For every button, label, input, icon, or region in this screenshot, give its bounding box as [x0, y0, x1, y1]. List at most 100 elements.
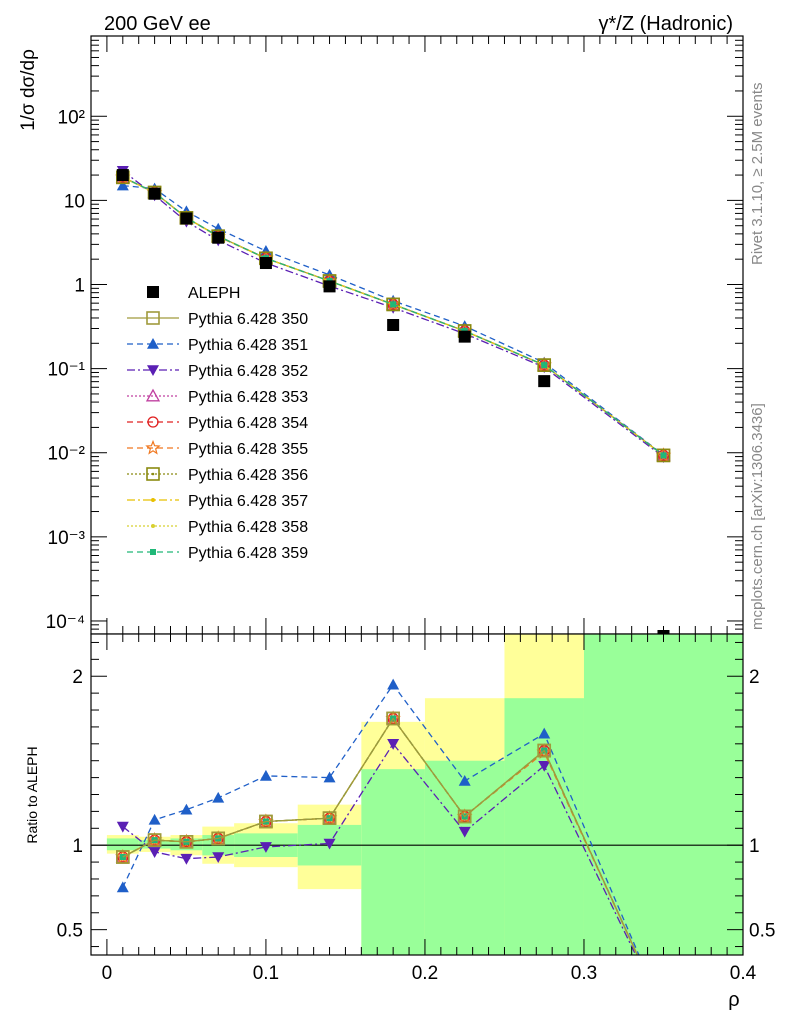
- legend-marker: [150, 549, 156, 555]
- legend-marker: [146, 311, 160, 325]
- legend-label: Pythia 6.428 353: [188, 389, 308, 406]
- data-point-0-4: [259, 257, 272, 270]
- uncertainty-band-inner-8: [504, 698, 584, 955]
- ratio-point-0-7: [457, 809, 472, 824]
- data-point-2-0: [116, 179, 129, 191]
- ratio-point-1-0: [116, 881, 129, 893]
- legend-entry-9: Pythia 6.428 358: [127, 519, 308, 536]
- uncertainty-band-inner-6: [361, 769, 425, 955]
- data-point-0-5: [323, 280, 336, 293]
- ratio-point-0-0: [116, 850, 130, 864]
- main-y-tick-label: 10⁻²: [48, 444, 86, 465]
- ratio-y-tick-label-right: 1: [749, 836, 760, 857]
- ratio-point-1-1: [148, 813, 161, 825]
- x-tick-label: 0.3: [571, 963, 597, 984]
- data-point-10-9: [660, 452, 667, 459]
- ratio-point-2-4: [259, 842, 272, 853]
- rivet-version: Rivet 3.1.10, ≥ 2.5M events: [749, 83, 766, 266]
- main-y-axis-label: 1/σ dσ/dρ: [18, 49, 39, 131]
- legend: ALEPH Pythia 6.428 350 Pythia 6.428 351 Pyt…: [127, 285, 308, 562]
- ratio-point-1-3: [212, 791, 225, 803]
- ratio-point-2-2: [180, 853, 193, 865]
- x-tick-label: 0.2: [412, 963, 438, 984]
- ratio-point-0-5: [322, 811, 337, 825]
- ratio-point-0-8: [537, 743, 552, 758]
- ratio-y-tick-label: 2: [72, 667, 83, 688]
- x-tick-label: 0: [102, 963, 113, 984]
- main-y-tick-label: 10⁻¹: [48, 360, 86, 381]
- data-point-10-6: [390, 301, 397, 308]
- legend-entry-0: ALEPH: [147, 285, 240, 302]
- main-y-tick-label: 10²: [58, 107, 85, 128]
- ratio-point-1-7: [458, 774, 471, 786]
- ratio-point-2-0: [116, 821, 129, 833]
- data-point-0-7: [458, 330, 471, 343]
- legend-label: Pythia 6.428 359: [188, 545, 308, 562]
- ratio-y-axis-label: Ratio to ALEPH: [24, 746, 40, 843]
- legend-label: Pythia 6.428 354: [188, 415, 308, 432]
- ratio-point-0-3: [211, 831, 226, 846]
- data-point-0-6: [387, 319, 400, 332]
- series-line-3: [122, 170, 664, 458]
- ratio-point-2-6: [387, 739, 400, 750]
- ratio-point-0-4: [259, 814, 273, 829]
- legend-label: Pythia 6.428 352: [188, 363, 308, 380]
- ratio-point-0-6: [386, 711, 400, 726]
- legend-entry-7: Pythia 6.428 356: [127, 467, 308, 484]
- legend-marker: [145, 439, 161, 455]
- legend-marker: [151, 498, 155, 502]
- ratio-y-tick-label-right: 0.5: [749, 921, 775, 942]
- header-right: γ*/Z (Hadronic): [599, 13, 733, 35]
- main-y-tick-label: 10⁻⁴: [46, 612, 85, 633]
- ratio-point-2-7: [458, 826, 471, 838]
- legend-marker: [147, 286, 159, 298]
- main-plot-area: [91, 36, 743, 634]
- legend-marker: [147, 338, 159, 349]
- series-line-2: [122, 184, 664, 456]
- data-point-10-8: [541, 362, 548, 369]
- main-y-tick-label: 10: [64, 191, 85, 212]
- legend-label: Pythia 6.428 350: [188, 311, 308, 328]
- series-line-10: [122, 176, 664, 456]
- data-point-0-0: [116, 169, 129, 182]
- legend-entry-2: Pythia 6.428 351: [127, 337, 308, 354]
- ratio-series-line-1: [122, 683, 640, 955]
- ratio-point-2-8: [538, 760, 551, 772]
- legend-entry-4: Pythia 6.428 353: [127, 388, 308, 406]
- ratio-point-0-2: [179, 835, 194, 849]
- ratio-y-tick-label: 1: [72, 836, 83, 857]
- data-point-0-8: [538, 375, 551, 388]
- legend-marker: [147, 416, 159, 428]
- legend-entry-8: Pythia 6.428 357: [127, 493, 308, 510]
- legend-entry-1: Pythia 6.428 350: [127, 311, 308, 328]
- legend-label: Pythia 6.428 358: [188, 519, 308, 536]
- x-tick-label: 0.4: [730, 963, 757, 984]
- legend-marker: [151, 524, 155, 528]
- ratio-point-1-2: [180, 803, 193, 815]
- main-y-tick-label: 1: [74, 276, 85, 297]
- header-left: 200 GeV ee: [104, 13, 211, 35]
- ratio-point-5-8: [536, 744, 552, 759]
- ratio-point-1-5: [323, 771, 336, 783]
- x-tick-label: 0.1: [253, 963, 279, 984]
- legend-entry-3: Pythia 6.428 352: [127, 363, 308, 380]
- legend-label: ALEPH: [188, 285, 240, 302]
- uncertainty-band-inner-7: [424, 760, 505, 955]
- ratio-point-2-3: [212, 852, 225, 864]
- legend-label: Pythia 6.428 356: [188, 467, 308, 484]
- legend-entry-5: Pythia 6.428 354: [127, 415, 308, 432]
- ratio-series-line-2: [122, 742, 637, 955]
- ratio-point-2-5: [323, 838, 336, 850]
- ratio-point-1-8: [538, 727, 551, 739]
- ratio-data: [115, 678, 640, 955]
- legend-entry-6: Pythia 6.428 355: [127, 439, 308, 458]
- ratio-point-0-1: [147, 833, 162, 847]
- x-axis-label: ρ: [728, 989, 739, 1011]
- ratio-series-line-0: [122, 717, 639, 955]
- mcplots-reference: mcplots.cern.ch [arXiv:1306.3436]: [749, 403, 766, 630]
- ratio-y-tick-label-right: 2: [749, 667, 760, 688]
- ratio-point-2-1: [148, 847, 161, 858]
- data-point-0-1: [148, 187, 161, 200]
- data-point-0-2: [180, 212, 193, 225]
